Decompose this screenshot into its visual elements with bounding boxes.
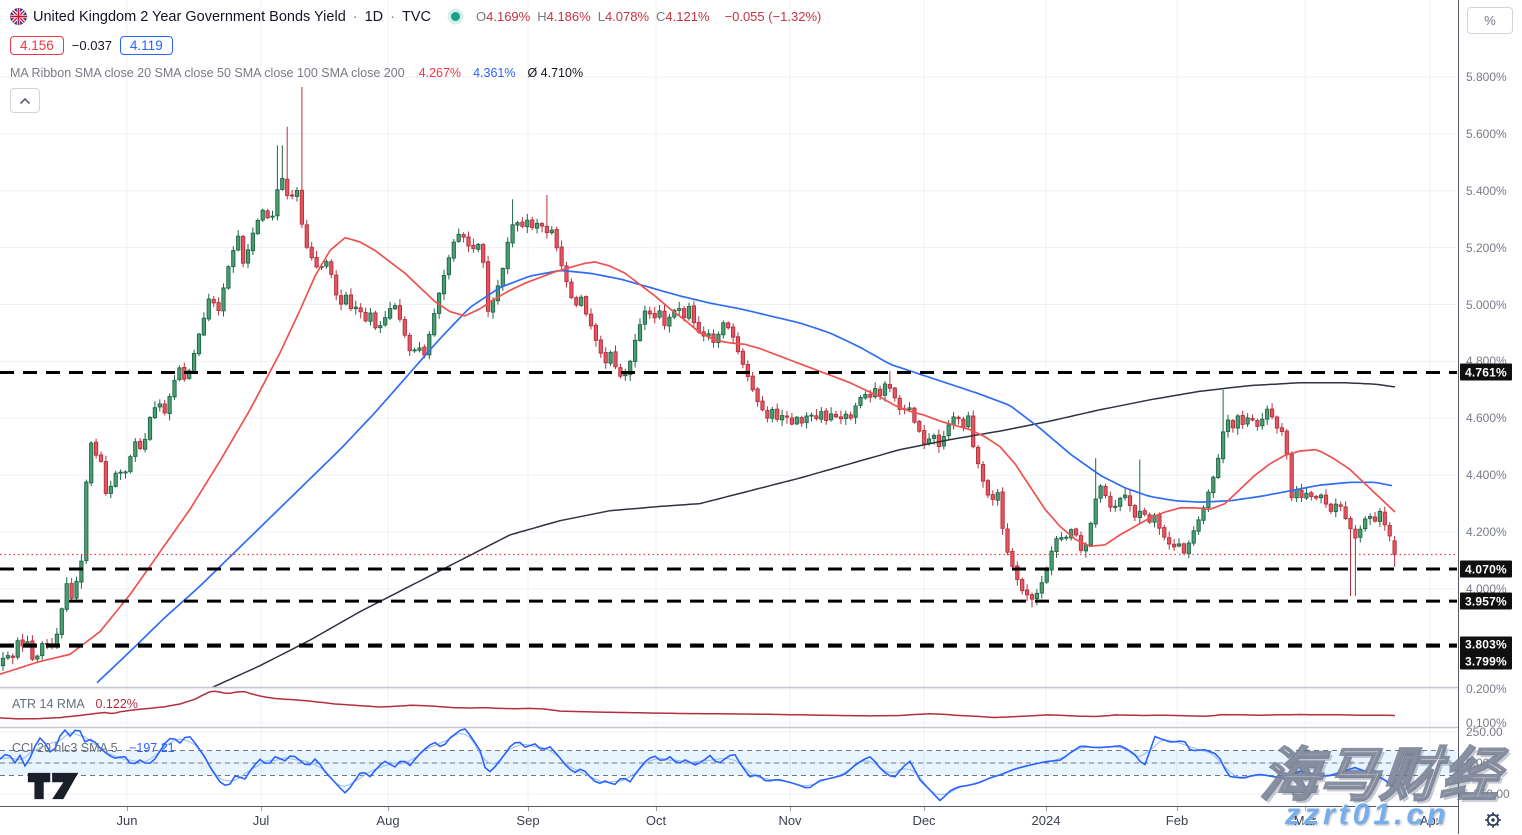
- time-axis-tick: [1046, 807, 1047, 811]
- gear-icon[interactable]: [1483, 810, 1503, 835]
- buy-price-badge[interactable]: 4.119: [119, 35, 173, 55]
- collapse-legend-button[interactable]: [10, 88, 40, 113]
- symbol-name: United Kingdom 2 Year Government Bonds Y…: [33, 8, 346, 25]
- sma200-line: [211, 381, 1396, 687]
- time-axis-tick: [261, 807, 262, 811]
- time-axis-label: Mar: [1293, 813, 1317, 828]
- level-price-label: 4.070%: [1460, 560, 1512, 578]
- time-axis-label: Jun: [116, 813, 138, 828]
- exchange: TVC: [402, 8, 431, 25]
- sma50-line: [96, 269, 1393, 684]
- time-axis-label: Feb: [1165, 813, 1189, 828]
- sma20-value: 4.267%: [418, 66, 462, 80]
- price-tick-label: 4.000%: [1466, 581, 1507, 596]
- chevron-up-icon: [19, 97, 31, 104]
- time-axis-label: Nov: [778, 813, 802, 828]
- close-label: C: [656, 9, 666, 24]
- ohlc-values: O4.169% H4.186% L4.078% C4.121%: [476, 9, 717, 24]
- price-tick-label: 5.400%: [1466, 183, 1507, 198]
- price-tick-label: 5.200%: [1466, 240, 1507, 255]
- time-axis-tick: [127, 807, 128, 811]
- watermark-url: zzrt01.cn: [1285, 798, 1450, 831]
- atr-label: ATR 14 RMA: [12, 697, 85, 711]
- cci-value: −197.21: [129, 741, 175, 755]
- low-label: L: [597, 9, 605, 24]
- atr-tick-label: 0.100%: [1466, 716, 1507, 730]
- price-tick-label: 4.200%: [1466, 525, 1507, 540]
- uk-flag-icon: [10, 8, 27, 25]
- atr-value: 0.122%: [95, 697, 138, 711]
- open-label: O: [476, 9, 487, 24]
- market-status-dot: [451, 12, 460, 21]
- time-axis-tick: [1305, 807, 1306, 811]
- ma-ribbon-legend[interactable]: MA Ribbon SMA close 20 SMA close 50 SMA …: [10, 66, 821, 80]
- time-axis-label: 2024: [1031, 813, 1061, 828]
- price-unit-button[interactable]: %: [1467, 7, 1513, 34]
- atr-tick-label: 0.200%: [1466, 682, 1507, 696]
- time-axis-label: Jul: [252, 813, 270, 828]
- timeframe: 1D: [364, 8, 384, 25]
- price-tick-label: 5.800%: [1466, 70, 1507, 84]
- price-tick-label: 4.600%: [1466, 411, 1507, 426]
- level-price-label: 4.761%: [1460, 363, 1512, 381]
- time-axis-tick: [790, 807, 791, 811]
- candlesticks: [0, 86, 1397, 671]
- time-axis-tick: [388, 807, 389, 811]
- price-axis[interactable]: % 5.800% 5.600% 5.400% 5.200% 5.000% 4.800% 4.…: [1458, 0, 1522, 834]
- level-price-label: 3.799%: [1460, 652, 1512, 670]
- high-label: H: [537, 9, 547, 24]
- title-separator-2: ·: [390, 8, 395, 25]
- time-axis-tick: [1430, 807, 1431, 811]
- title-separator: ·: [352, 8, 358, 25]
- time-axis-tick: [528, 807, 529, 811]
- time-axis-label: Dec: [912, 813, 936, 828]
- atr-line: [0, 690, 1396, 720]
- change-value: −0.055 (−1.32%): [724, 9, 822, 24]
- cci-pane: [0, 728, 1457, 802]
- time-axis-label: Sep: [516, 813, 540, 828]
- time-axis-tick: [656, 807, 657, 811]
- price-tick-label: 4.400%: [1466, 468, 1507, 483]
- cci-tick-label: 0.00: [1466, 756, 1490, 770]
- close-value: 4.121%: [665, 9, 710, 24]
- time-axis-tick: [924, 807, 925, 811]
- price-tick-label: 5.600%: [1466, 126, 1507, 141]
- spread-value: −0.037: [71, 37, 112, 53]
- price-tick-label: 5.000%: [1466, 297, 1507, 312]
- cci-tick-label: 250.00: [1466, 724, 1503, 739]
- symbol-legend: United Kingdom 2 Year Government Bonds Y…: [10, 8, 821, 113]
- level-price-label: 3.957%: [1460, 592, 1512, 610]
- cci-pane-legend[interactable]: CCI 20 hlc3 SMA 5 −197.21: [12, 741, 175, 755]
- cci-tick-label: −250.00: [1466, 787, 1510, 802]
- cci-line: [0, 728, 1396, 802]
- sma-average-value: Ø 4.710%: [527, 66, 584, 80]
- sma50-value: 4.361%: [473, 66, 516, 80]
- open-value: 4.169%: [486, 9, 531, 24]
- cci-label: CCI 20 hlc3 SMA 5: [12, 741, 118, 755]
- time-axis-label: Apr: [1419, 813, 1441, 828]
- ma-ribbon-label: MA Ribbon SMA close 20 SMA close 50 SMA …: [10, 66, 405, 80]
- high-value: 4.186%: [546, 9, 591, 24]
- tradingview-logo[interactable]: [26, 771, 82, 806]
- level-price-label: 3.803%: [1460, 636, 1512, 654]
- symbol-title-row[interactable]: United Kingdom 2 Year Government Bonds Y…: [10, 8, 821, 25]
- sma20-line: [0, 236, 1396, 676]
- atr-pane: [0, 690, 1396, 720]
- pane-separators: [0, 686, 1522, 729]
- time-axis-label: Aug: [376, 813, 400, 828]
- ma-ribbon-lines: [0, 236, 1396, 687]
- atr-pane-legend[interactable]: ATR 14 RMA 0.122%: [12, 697, 138, 711]
- time-axis[interactable]: Jun Jul Aug Sep Oct Nov Dec 2024 Feb Mar Apr: [0, 806, 1522, 835]
- low-value: 4.078%: [604, 9, 650, 24]
- time-axis-tick: [1177, 807, 1178, 811]
- time-axis-label: Oct: [645, 813, 667, 828]
- support-resistance-levels: [0, 370, 1457, 648]
- gridlines: [0, 0, 1457, 806]
- sell-price-badge[interactable]: 4.156: [10, 35, 64, 55]
